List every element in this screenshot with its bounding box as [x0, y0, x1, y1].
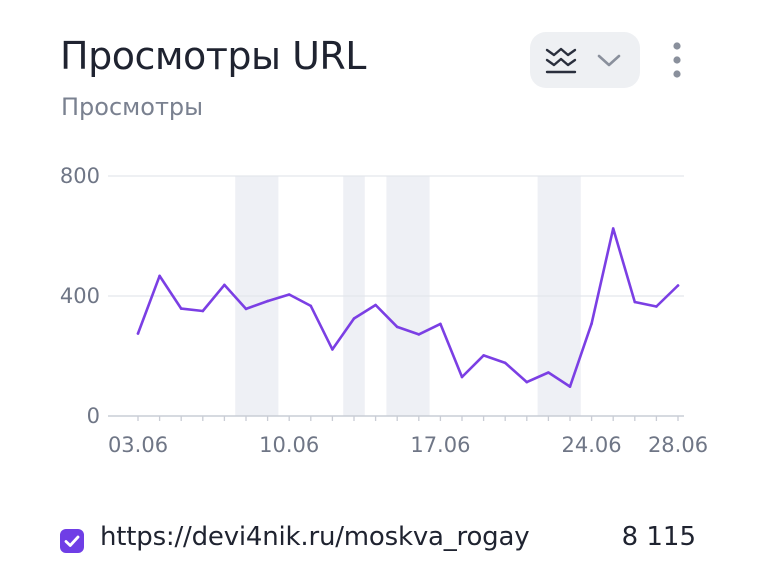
data-point — [439, 322, 442, 326]
data-point — [266, 299, 269, 303]
more-vertical-icon — [673, 42, 681, 78]
series-line-0 — [136, 227, 680, 388]
series-layer — [136, 227, 680, 388]
line-chart: 0 400 800 03.06 10.06 17.06 24.06 28.06 — [60, 164, 708, 457]
data-point — [158, 274, 161, 278]
data-point — [503, 361, 507, 365]
data-point — [633, 300, 637, 304]
data-point — [395, 325, 399, 329]
legend-item[interactable]: https://devi4nik.ru/moskva_rogay 8 115 — [60, 522, 700, 558]
y-tick-label: 800 — [60, 164, 100, 188]
y-tick-label: 400 — [60, 284, 100, 308]
data-point — [309, 304, 313, 308]
x-tick-label: 03.06 — [108, 433, 168, 457]
x-tick-label: 17.06 — [410, 433, 470, 457]
x-tick-label: 28.06 — [648, 433, 708, 457]
data-point — [611, 227, 615, 230]
data-point — [482, 354, 485, 357]
data-point — [417, 333, 421, 336]
grid-lines — [108, 175, 684, 417]
y-axis: 0 400 800 — [60, 164, 100, 428]
x-tick-label: 10.06 — [259, 433, 319, 457]
check-icon — [64, 535, 80, 547]
data-point — [590, 322, 593, 325]
data-point — [287, 293, 291, 296]
chevron-down-icon — [597, 54, 621, 67]
legend-checkbox[interactable] — [60, 529, 84, 553]
line-chart-icon — [545, 47, 577, 74]
data-point — [374, 303, 377, 307]
chart-subtitle: Просмотры — [61, 93, 204, 121]
data-point — [525, 380, 529, 384]
x-axis: 03.06 10.06 17.06 24.06 28.06 — [108, 416, 708, 457]
more-options-button[interactable] — [664, 40, 690, 80]
data-point — [547, 371, 550, 374]
data-point — [179, 307, 183, 310]
data-point — [201, 309, 205, 313]
data-point — [331, 348, 334, 351]
data-point — [136, 332, 140, 335]
data-point — [352, 317, 356, 320]
data-point — [655, 305, 658, 308]
page-title: Просмотры URL — [60, 34, 366, 78]
data-point — [460, 375, 464, 379]
legend-series-label: https://devi4nik.ru/moskva_rogay — [100, 522, 530, 552]
data-point — [244, 307, 248, 311]
data-point — [223, 283, 226, 287]
chart-type-dropdown[interactable] — [530, 32, 640, 88]
x-tick-label: 24.06 — [562, 433, 622, 457]
legend-total-value: 8 115 — [621, 522, 696, 552]
data-point — [568, 385, 572, 388]
y-tick-label: 0 — [87, 404, 100, 428]
data-point — [676, 284, 680, 287]
